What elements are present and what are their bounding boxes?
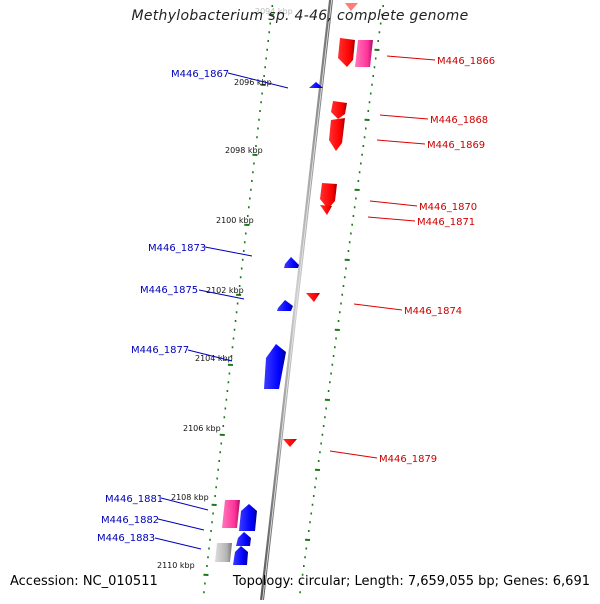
gene-arrow-other[interactable] <box>215 543 232 562</box>
leader-line <box>205 247 252 256</box>
gene-label[interactable]: M446_1877 <box>131 345 189 356</box>
gene-arrow-reverse[interactable] <box>277 300 293 311</box>
accession-text: Accession: NC_010511 <box>10 574 158 589</box>
leader-line <box>368 217 415 221</box>
leader-line <box>377 140 425 144</box>
gene-label[interactable]: M446_1868 <box>430 115 488 126</box>
genome-title: Methylobacterium sp. 4-46, complete geno… <box>0 8 600 24</box>
gene-label[interactable]: M446_1866 <box>437 56 495 67</box>
ruler-label: 2104 kbp <box>195 354 233 363</box>
gene-label[interactable]: M446_1879 <box>379 454 437 465</box>
gene-label[interactable]: M446_1871 <box>417 217 475 228</box>
ruler-label: 2100 kbp <box>216 216 254 225</box>
gene-arrow-forward[interactable] <box>329 118 345 151</box>
leader-line <box>370 201 417 206</box>
gene-label[interactable]: M446_1867 <box>171 69 229 80</box>
gene-label[interactable]: M446_1875 <box>140 285 198 296</box>
gene-label[interactable]: M446_1874 <box>404 306 462 317</box>
gene-arrow-forward[interactable] <box>338 38 355 67</box>
ruler-label: 2110 kbp <box>157 561 195 570</box>
gene-arrow-forward[interactable] <box>306 293 320 302</box>
ruler-label: 2106 kbp <box>183 424 221 433</box>
gene-arrow-reverse[interactable] <box>239 504 257 531</box>
gene-label[interactable]: M446_1883 <box>97 533 155 544</box>
forward-strand-genes <box>283 3 373 447</box>
forward-gene-labels: M446_1866 M446_1868 M446_1869 M446_1870 … <box>379 56 495 465</box>
ruler-label: 2098 kbp <box>225 146 263 155</box>
gene-arrow-highlight[interactable] <box>222 500 240 528</box>
gene-arrow-reverse[interactable] <box>233 546 248 565</box>
gene-arrow-forward[interactable] <box>320 205 332 215</box>
leader-line <box>380 115 428 119</box>
leader-line <box>387 56 435 60</box>
gene-label[interactable]: M446_1881 <box>105 494 163 505</box>
leader-line <box>354 304 402 310</box>
leader-line <box>155 538 201 549</box>
gene-label[interactable]: M446_1873 <box>148 243 206 254</box>
reverse-gene-labels: M446_1867 M446_1873 M446_1875 M446_1877 … <box>97 69 229 544</box>
gene-arrow-reverse[interactable] <box>236 532 251 546</box>
leader-line <box>330 451 377 458</box>
gene-label[interactable]: M446_1869 <box>427 140 485 151</box>
gene-arrow-highlight[interactable] <box>355 40 373 67</box>
gene-arrow-reverse[interactable] <box>264 344 286 389</box>
gene-arrow-forward[interactable] <box>283 439 297 447</box>
gene-label[interactable]: M446_1882 <box>101 515 159 526</box>
gene-arrow-forward[interactable] <box>331 101 347 119</box>
ruler-label: 2102 kbp <box>206 286 244 295</box>
gene-label[interactable]: M446_1870 <box>419 202 477 213</box>
topology-text: Topology: circular; Length: 7,659,055 bp… <box>233 574 590 589</box>
gene-arrow-reverse[interactable] <box>284 257 299 268</box>
gene-arrow-forward[interactable] <box>320 183 337 209</box>
leader-line <box>158 519 204 530</box>
ruler-label: 2108 kbp <box>171 493 209 502</box>
genome-axis-highlight <box>263 0 332 600</box>
genome-axis <box>262 0 331 600</box>
